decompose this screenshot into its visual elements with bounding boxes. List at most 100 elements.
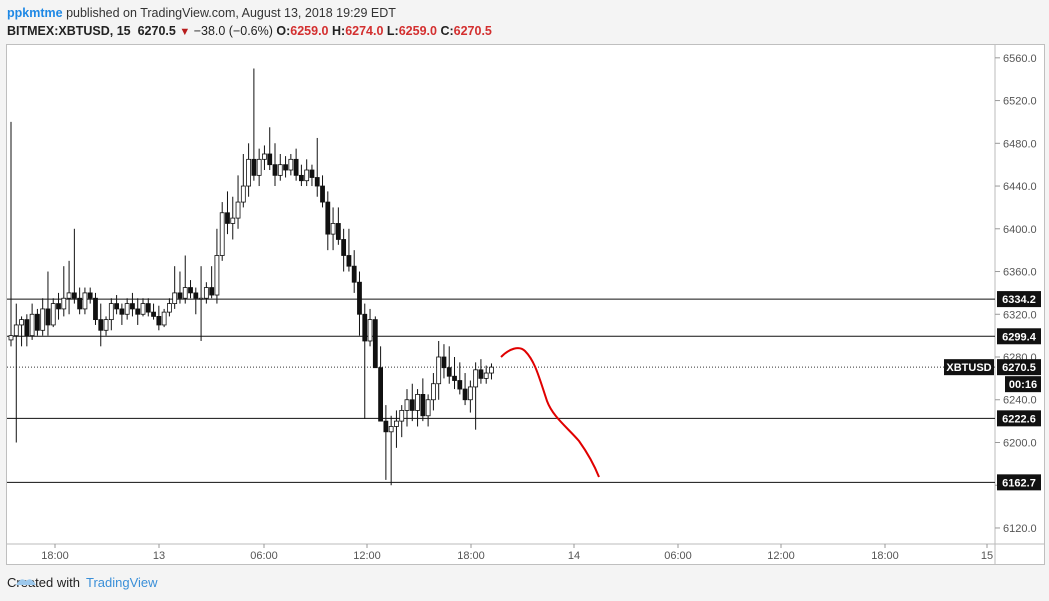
candle	[45, 271, 51, 336]
candle	[489, 363, 494, 380]
candle	[82, 287, 88, 315]
candle-body	[193, 292, 199, 299]
candle-body	[246, 158, 252, 187]
candle-body	[362, 313, 368, 342]
candle	[304, 159, 310, 187]
candle	[409, 383, 415, 422]
candle	[425, 394, 431, 427]
symbol-tag-box	[944, 359, 994, 376]
candle-body	[409, 399, 415, 411]
candle	[145, 298, 151, 317]
candle-body	[425, 399, 431, 417]
candle	[367, 308, 373, 347]
candle	[462, 373, 468, 406]
candle	[24, 314, 30, 347]
x-tick-label: 18:00	[41, 550, 69, 562]
candle-body	[13, 324, 19, 337]
x-tick-label: 15	[981, 550, 993, 562]
candle-body	[172, 292, 178, 304]
candle-body	[267, 153, 273, 166]
candle-body	[314, 177, 320, 187]
x-tick-label: 12:00	[353, 550, 381, 562]
candle-body	[446, 367, 452, 377]
candle	[383, 405, 389, 480]
candle	[473, 362, 479, 430]
candle-body	[130, 303, 135, 310]
candle-body	[188, 287, 193, 294]
candle-body	[156, 316, 162, 326]
candle	[77, 287, 83, 315]
candle-body	[40, 308, 46, 331]
last-price-tag	[997, 359, 1041, 376]
candle	[388, 415, 394, 486]
candle	[483, 365, 489, 384]
candle-body	[93, 297, 98, 321]
candle-body	[341, 239, 347, 256]
candle	[283, 156, 288, 178]
candle	[277, 153, 283, 181]
candle	[135, 298, 141, 325]
candle	[98, 303, 104, 347]
level-price-label: 6222.6	[1002, 413, 1036, 425]
tradingview-logo-icon[interactable]	[15, 575, 37, 587]
down-arrow-icon: ▼	[179, 26, 191, 38]
candle	[29, 303, 35, 340]
candle	[378, 346, 384, 422]
candle	[103, 316, 109, 336]
candle-body	[277, 164, 283, 176]
candle	[335, 207, 341, 245]
candle-body	[293, 158, 299, 176]
candle-body	[346, 255, 352, 267]
candle-body	[309, 169, 315, 178]
candle-body	[262, 153, 267, 160]
high-value: 6274.0	[345, 24, 384, 38]
candle	[256, 148, 262, 187]
candle	[193, 287, 199, 315]
candle	[230, 196, 236, 240]
candle-body	[203, 287, 209, 299]
candle	[404, 389, 410, 427]
price-chart[interactable]: 6120.06160.06200.06240.06280.06320.06360…	[7, 45, 1044, 564]
candle-body	[378, 367, 384, 422]
candle-body	[272, 164, 278, 176]
candle-body	[135, 308, 141, 315]
candle-body	[140, 303, 146, 315]
candle	[93, 292, 98, 325]
candle	[108, 298, 114, 331]
candle	[246, 143, 252, 197]
candle-body	[251, 158, 257, 176]
tradingview-link[interactable]: TradingView	[85, 575, 158, 590]
candle-body	[34, 313, 40, 331]
candle-body	[357, 281, 362, 315]
high-label: H:	[332, 24, 346, 38]
candle	[140, 298, 146, 317]
drawing-curve	[500, 347, 600, 478]
candle-body	[320, 185, 325, 203]
candle	[478, 359, 484, 384]
candle	[8, 121, 14, 347]
candle	[219, 202, 225, 261]
candle	[235, 175, 241, 229]
candle	[161, 308, 167, 328]
candle-body	[388, 426, 394, 433]
candle-body	[124, 303, 130, 315]
candle-body	[77, 297, 83, 310]
symbol-label: BITMEX:XBTUSD, 15	[7, 24, 131, 38]
x-tick-label: 18:00	[871, 550, 899, 562]
candle-body	[462, 388, 468, 401]
candle-body	[161, 311, 167, 326]
close-value: 6270.5	[453, 24, 492, 38]
candle-body	[283, 164, 288, 171]
candle-body	[330, 223, 336, 235]
author-link[interactable]: ppkmtme	[7, 6, 63, 20]
candle	[267, 127, 273, 171]
close-label: C:	[440, 24, 454, 38]
candle-body	[304, 169, 310, 182]
candle-body	[166, 303, 172, 313]
chart-frame[interactable]: 6120.06160.06200.06240.06280.06320.06360…	[6, 44, 1045, 565]
y-tick-label: 6200.0	[1003, 437, 1037, 449]
candle-body	[441, 356, 447, 369]
candle	[272, 143, 278, 187]
candle-body	[71, 292, 77, 299]
candle-body	[45, 308, 51, 326]
